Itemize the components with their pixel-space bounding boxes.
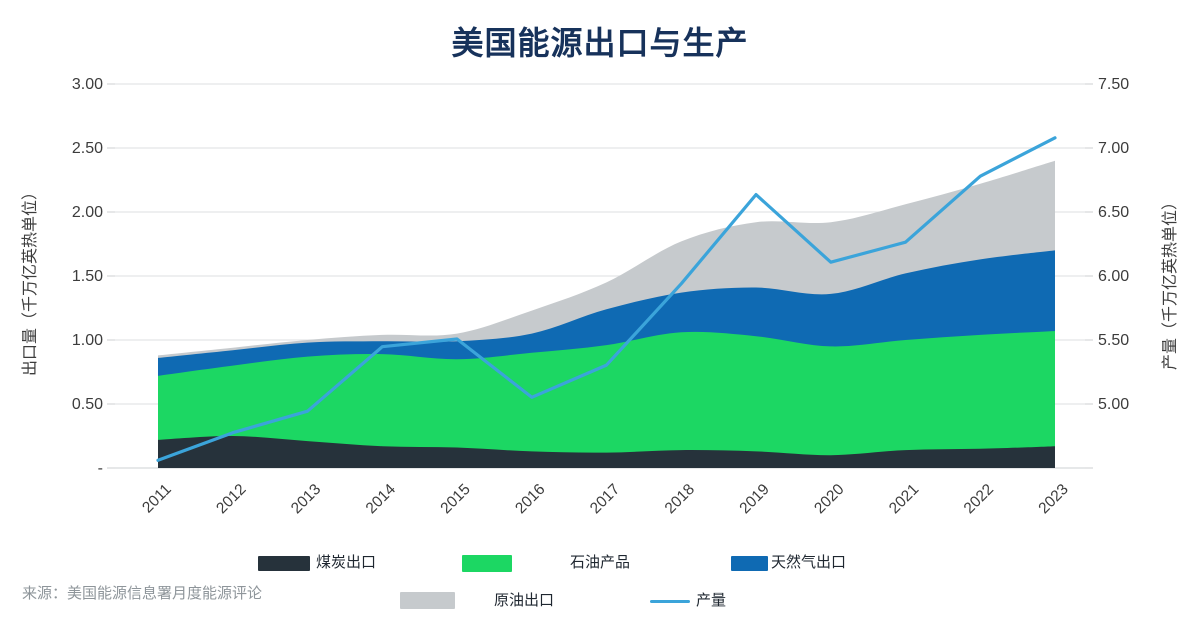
right-axis-tick-label: 6.00 (1098, 268, 1129, 285)
left-axis-tick-label: 0.50 (72, 396, 103, 413)
source-note: 来源：美国能源信息署月度能源评论 (22, 585, 263, 602)
legend-swatch-natural-gas-exports (731, 556, 768, 571)
x-axis-label-2020: 2020 (811, 481, 848, 518)
x-axis-label-2015: 2015 (437, 481, 473, 517)
legend-label-petroleum-products: 石油产品 (570, 554, 631, 571)
x-axis-label-2013: 2013 (288, 481, 324, 517)
left-axis-tick-label: - (98, 460, 103, 477)
legend-label-natural-gas-exports: 天然气出口 (771, 554, 847, 571)
left-axis-tick-label: 2.50 (72, 140, 103, 157)
x-axis-label-2019: 2019 (736, 481, 772, 517)
area-coal (158, 435, 1055, 468)
right-axis-tick-label: 5.50 (1098, 332, 1129, 349)
right-axis-tick-label: 7.50 (1098, 76, 1129, 93)
x-axis-label-2011: 2011 (139, 481, 175, 517)
legend-line-production (650, 600, 690, 603)
x-axis-label-2023: 2023 (1035, 481, 1071, 517)
x-axis-label-2018: 2018 (662, 481, 698, 517)
x-axis-label-2014: 2014 (363, 481, 400, 518)
left-axis-tick-label: 1.00 (72, 332, 103, 349)
left-axis-tick-label: 1.50 (72, 268, 103, 285)
right-axis-tick-label: 6.50 (1098, 204, 1129, 221)
production-line (156, 136, 1057, 462)
legend-swatch-petroleum-products (462, 555, 512, 572)
left-axis-tick-label: 3.00 (72, 76, 103, 93)
x-axis-label-2021: 2021 (886, 481, 922, 517)
legend-label-coal-exports: 煤炭出口 (316, 554, 377, 571)
legend-label-crude-oil-exports: 原油出口 (494, 592, 555, 609)
legend-swatch-crude-oil-exports (400, 592, 455, 609)
chart-title: 美国能源出口与生产 (451, 25, 749, 61)
left-axis-tick-label: 2.00 (72, 204, 103, 221)
area-petroleum-products (158, 331, 1055, 468)
x-axis-label-2022: 2022 (961, 481, 997, 517)
x-axis-label-2017: 2017 (587, 481, 623, 517)
x-axis-label-2016: 2016 (512, 481, 548, 517)
right-axis-tick-label: 7.00 (1098, 140, 1129, 157)
legend-label-production: 产量 (696, 592, 727, 609)
legend-swatch-coal-exports (258, 556, 310, 571)
right-axis-tick-label: 5.00 (1098, 396, 1129, 413)
x-axis-label-2012: 2012 (213, 481, 249, 517)
